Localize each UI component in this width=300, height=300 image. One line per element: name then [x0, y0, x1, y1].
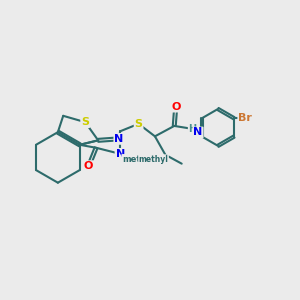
Text: Br: Br	[238, 113, 252, 123]
Text: N: N	[194, 128, 203, 137]
Text: S: S	[81, 117, 89, 127]
Text: methyl: methyl	[122, 155, 155, 164]
Text: N: N	[114, 134, 124, 144]
Text: methyl: methyl	[139, 155, 169, 164]
Text: S: S	[135, 119, 142, 129]
Text: O: O	[171, 102, 180, 112]
Text: O: O	[84, 161, 93, 171]
Text: H: H	[189, 124, 197, 134]
Text: N: N	[116, 149, 125, 159]
